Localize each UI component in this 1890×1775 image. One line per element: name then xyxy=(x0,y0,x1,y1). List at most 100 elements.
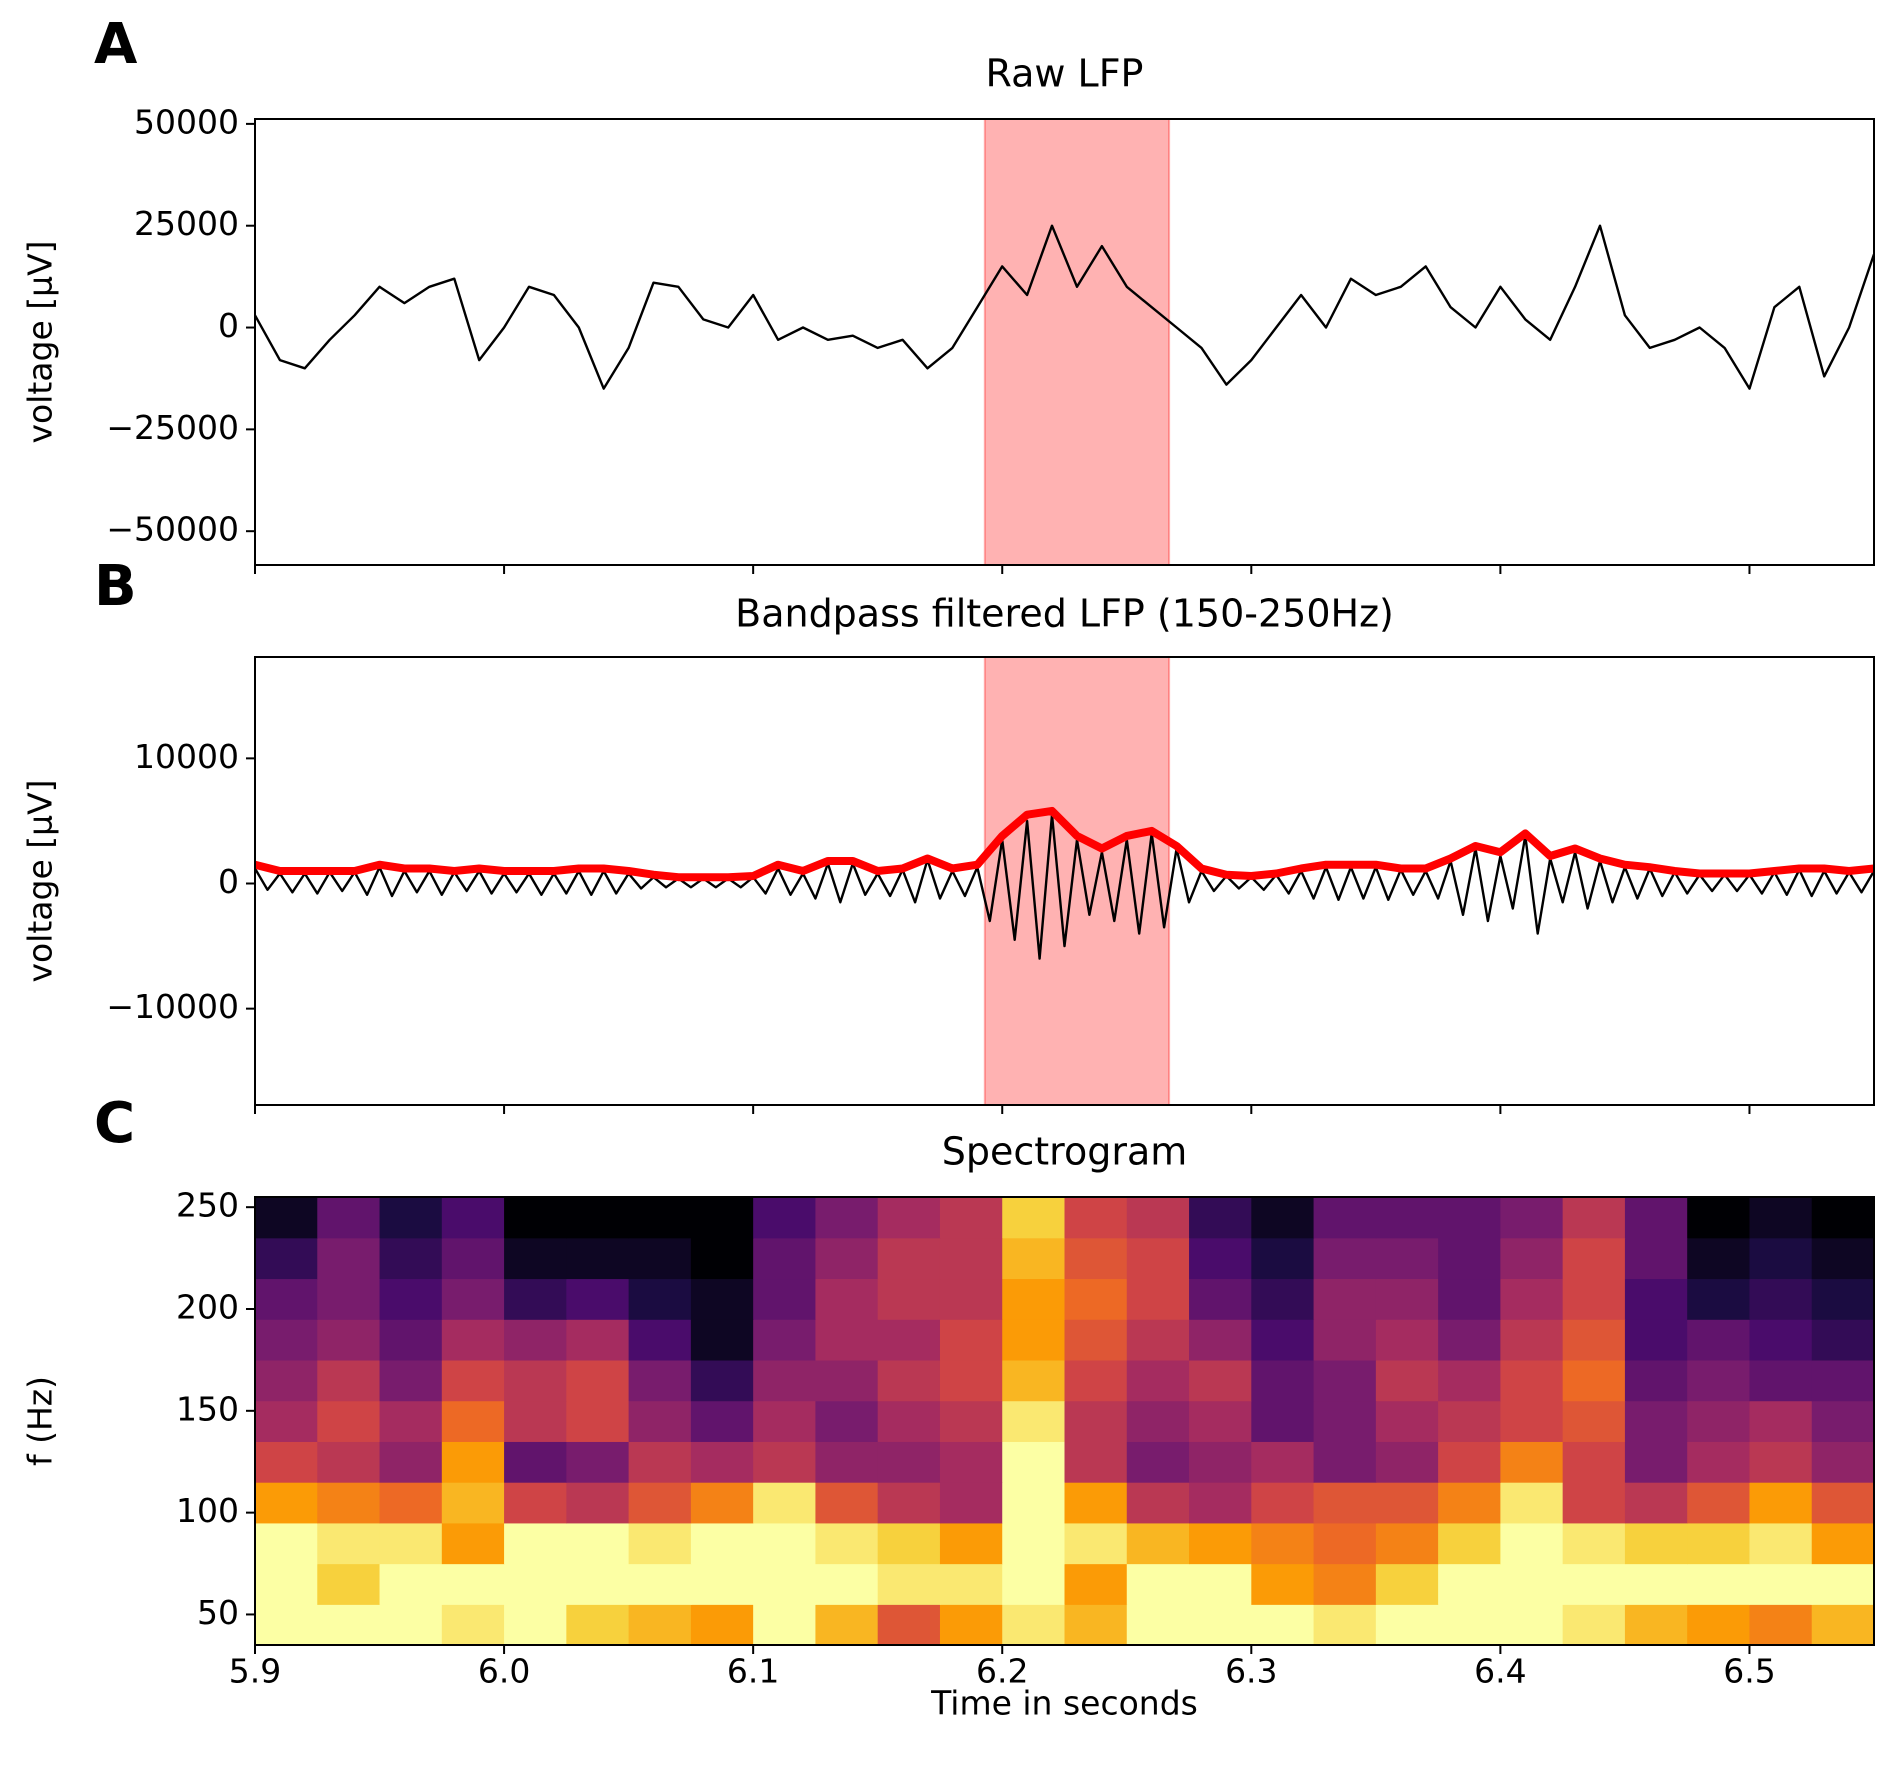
heatmap-cell xyxy=(628,1319,692,1361)
y-tick-label: −10000 xyxy=(106,987,239,1026)
heatmap-cell xyxy=(628,1278,692,1320)
panel-title: Raw LFP xyxy=(986,52,1144,96)
heatmap-cell xyxy=(690,1482,754,1524)
heatmap-cell xyxy=(1749,1400,1813,1442)
x-tick-label: 6.2 xyxy=(976,1652,1028,1691)
y-tick-label: 0 xyxy=(218,306,239,345)
heatmap-cell xyxy=(1126,1522,1190,1565)
heatmap-cell xyxy=(1749,1359,1813,1402)
heatmap-cell xyxy=(1687,1197,1751,1239)
heatmap-cell xyxy=(379,1197,443,1239)
heatmap-cell xyxy=(566,1522,630,1565)
heatmap-cell xyxy=(815,1278,879,1320)
heatmap-cell xyxy=(566,1400,630,1442)
heatmap-cell xyxy=(1126,1482,1190,1524)
heatmap-cell xyxy=(1126,1319,1190,1361)
heatmap-cell xyxy=(1002,1563,1066,1605)
heatmap-cell xyxy=(628,1482,692,1524)
series-line xyxy=(255,806,1874,882)
heatmap-cell xyxy=(1375,1278,1439,1320)
heatmap-cell xyxy=(1438,1441,1501,1483)
heatmap-cell xyxy=(1811,1441,1874,1483)
heatmap-cell xyxy=(1064,1237,1128,1280)
x-tick-label: 6.0 xyxy=(478,1652,530,1691)
heatmap-cell xyxy=(690,1400,754,1442)
heatmap-cell xyxy=(877,1278,941,1320)
heatmap-cell xyxy=(1749,1319,1813,1361)
heatmap-cell xyxy=(1189,1400,1252,1442)
heatmap-cell xyxy=(1375,1319,1439,1361)
heatmap-cell xyxy=(753,1441,817,1483)
heatmap-cell xyxy=(1562,1237,1626,1280)
heatmap-cell xyxy=(1624,1563,1688,1605)
heatmap-cell xyxy=(1562,1319,1626,1361)
heatmap-cell xyxy=(628,1441,692,1483)
heatmap-cell xyxy=(1313,1197,1377,1239)
heatmap-cell xyxy=(1064,1197,1128,1239)
heatmap-cell xyxy=(815,1604,879,1645)
heatmap-cell xyxy=(1375,1197,1439,1239)
heatmap-cell xyxy=(815,1197,879,1239)
heatmap-cell xyxy=(1251,1563,1315,1605)
heatmap-cell xyxy=(1749,1197,1813,1239)
heatmap-cell xyxy=(1562,1197,1626,1239)
y-tick-label: −50000 xyxy=(106,510,239,549)
heatmap-cell xyxy=(255,1400,318,1442)
heatmap-cell xyxy=(1251,1319,1315,1361)
heatmap-cell xyxy=(1313,1441,1377,1483)
heatmap-cell xyxy=(1064,1522,1128,1565)
heatmap-cell xyxy=(379,1278,443,1320)
heatmap-cell xyxy=(939,1359,1003,1402)
heatmap-cell xyxy=(317,1482,381,1524)
heatmap-cell xyxy=(877,1604,941,1645)
heatmap-cell xyxy=(939,1237,1003,1280)
heatmap-cell xyxy=(441,1522,505,1565)
heatmap-cell xyxy=(1811,1237,1874,1280)
heatmap-cell xyxy=(1624,1482,1688,1524)
heatmap-cell xyxy=(379,1400,443,1442)
heatmap-cell xyxy=(566,1604,630,1645)
heatmap-cell xyxy=(939,1604,1003,1645)
y-tick-label: 100 xyxy=(176,1491,239,1530)
heatmap-cell xyxy=(1500,1400,1564,1442)
heatmap-cell xyxy=(1002,1237,1066,1280)
heatmap-cell xyxy=(1375,1237,1439,1280)
heatmap-cell xyxy=(1562,1482,1626,1524)
heatmap-cell xyxy=(628,1197,692,1239)
heatmap-cell xyxy=(1687,1400,1751,1442)
heatmap-cell xyxy=(1624,1441,1688,1483)
heatmap-cell xyxy=(1687,1319,1751,1361)
heatmap-cell xyxy=(1126,1604,1190,1645)
heatmap-cell xyxy=(504,1197,567,1239)
heatmap-cell xyxy=(877,1359,941,1402)
heatmap-cell xyxy=(815,1400,879,1442)
heatmap-cell xyxy=(255,1563,318,1605)
heatmap-cell xyxy=(753,1319,817,1361)
x-tick-label: 6.4 xyxy=(1474,1652,1526,1691)
heatmap-cell xyxy=(566,1237,630,1280)
heatmap-cell xyxy=(1624,1278,1688,1320)
heatmap-cell xyxy=(628,1400,692,1442)
heatmap-cell xyxy=(1749,1604,1813,1645)
heatmap-cell xyxy=(317,1604,381,1645)
heatmap-cell xyxy=(1749,1522,1813,1565)
heatmap-cell xyxy=(1126,1400,1190,1442)
heatmap-cell xyxy=(690,1441,754,1483)
heatmap-cell xyxy=(1500,1278,1564,1320)
heatmap-cell xyxy=(504,1482,567,1524)
axes-frame xyxy=(254,1196,1875,1646)
heatmap-cell xyxy=(815,1237,879,1280)
heatmap-cell xyxy=(1002,1604,1066,1645)
heatmap-cell xyxy=(317,1400,381,1442)
heatmap-cell xyxy=(504,1237,567,1280)
heatmap-cell xyxy=(1251,1278,1315,1320)
heatmap-cell xyxy=(1438,1278,1501,1320)
heatmap-cell xyxy=(255,1441,318,1483)
heatmap-cell xyxy=(441,1604,505,1645)
heatmap-cell xyxy=(1562,1522,1626,1565)
heatmap-cell xyxy=(1687,1441,1751,1483)
heatmap-cell xyxy=(441,1400,505,1442)
heatmap-cell xyxy=(939,1278,1003,1320)
heatmap-cell xyxy=(441,1319,505,1361)
heatmap-cell xyxy=(255,1522,318,1565)
